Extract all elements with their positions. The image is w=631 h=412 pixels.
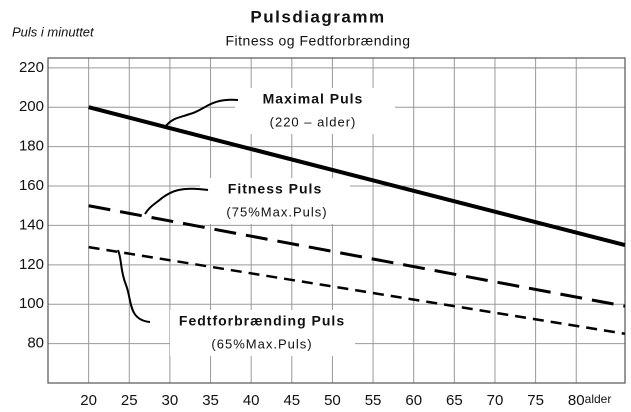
annotation: (220 – alder) bbox=[270, 114, 357, 129]
x-tick-label: 25 bbox=[121, 392, 138, 409]
annotation-background bbox=[170, 310, 355, 356]
y-tick-label: 220 bbox=[19, 59, 44, 76]
x-tick-label: 20 bbox=[80, 392, 97, 409]
annotation: (65%Max.Puls) bbox=[211, 336, 312, 351]
series-line bbox=[88, 105, 626, 248]
y-tick-label: 140 bbox=[19, 216, 44, 233]
annotation: Fedtforbrænding Puls bbox=[179, 313, 345, 329]
x-tick-label: 30 bbox=[162, 392, 179, 409]
annotation-leader bbox=[144, 187, 209, 215]
x-axis-label: alder bbox=[585, 392, 612, 406]
annotation: (75%Max.Puls) bbox=[226, 204, 327, 219]
series-line bbox=[88, 245, 626, 335]
series-line bbox=[88, 204, 626, 308]
x-tick-label: 50 bbox=[324, 392, 341, 409]
y-axis-label: Puls i minuttet bbox=[12, 24, 95, 39]
annotation-leader bbox=[117, 249, 151, 323]
y-tick-label: 200 bbox=[19, 98, 44, 115]
x-tick-label: 65 bbox=[446, 392, 463, 409]
x-tick-label: 45 bbox=[283, 392, 300, 409]
y-tick-label: 80 bbox=[27, 335, 44, 352]
x-tick-label: 35 bbox=[202, 392, 219, 409]
chart-subtitle: Fitness og Fedtforbrænding bbox=[226, 33, 411, 49]
x-tick-label: 70 bbox=[487, 392, 504, 409]
annotation: Maximal Puls bbox=[263, 91, 364, 107]
x-tick-label: 55 bbox=[365, 392, 382, 409]
y-tick-label: 100 bbox=[19, 295, 44, 312]
x-tick-label: 80 bbox=[568, 392, 585, 409]
x-tick-label: 75 bbox=[527, 392, 544, 409]
x-tick-label: 40 bbox=[243, 392, 260, 409]
plot-frame bbox=[47, 57, 626, 384]
annotation: Fitness Puls bbox=[228, 181, 322, 197]
annotation-leader bbox=[164, 98, 239, 128]
y-tick-label: 180 bbox=[19, 138, 44, 155]
chart-title: Pulsdiagramm bbox=[250, 7, 385, 26]
y-tick-label: 120 bbox=[19, 256, 44, 273]
annotation-background bbox=[200, 178, 350, 224]
x-tick-label: 60 bbox=[405, 392, 422, 409]
y-tick-label: 160 bbox=[19, 177, 44, 194]
annotation-background bbox=[235, 88, 395, 134]
